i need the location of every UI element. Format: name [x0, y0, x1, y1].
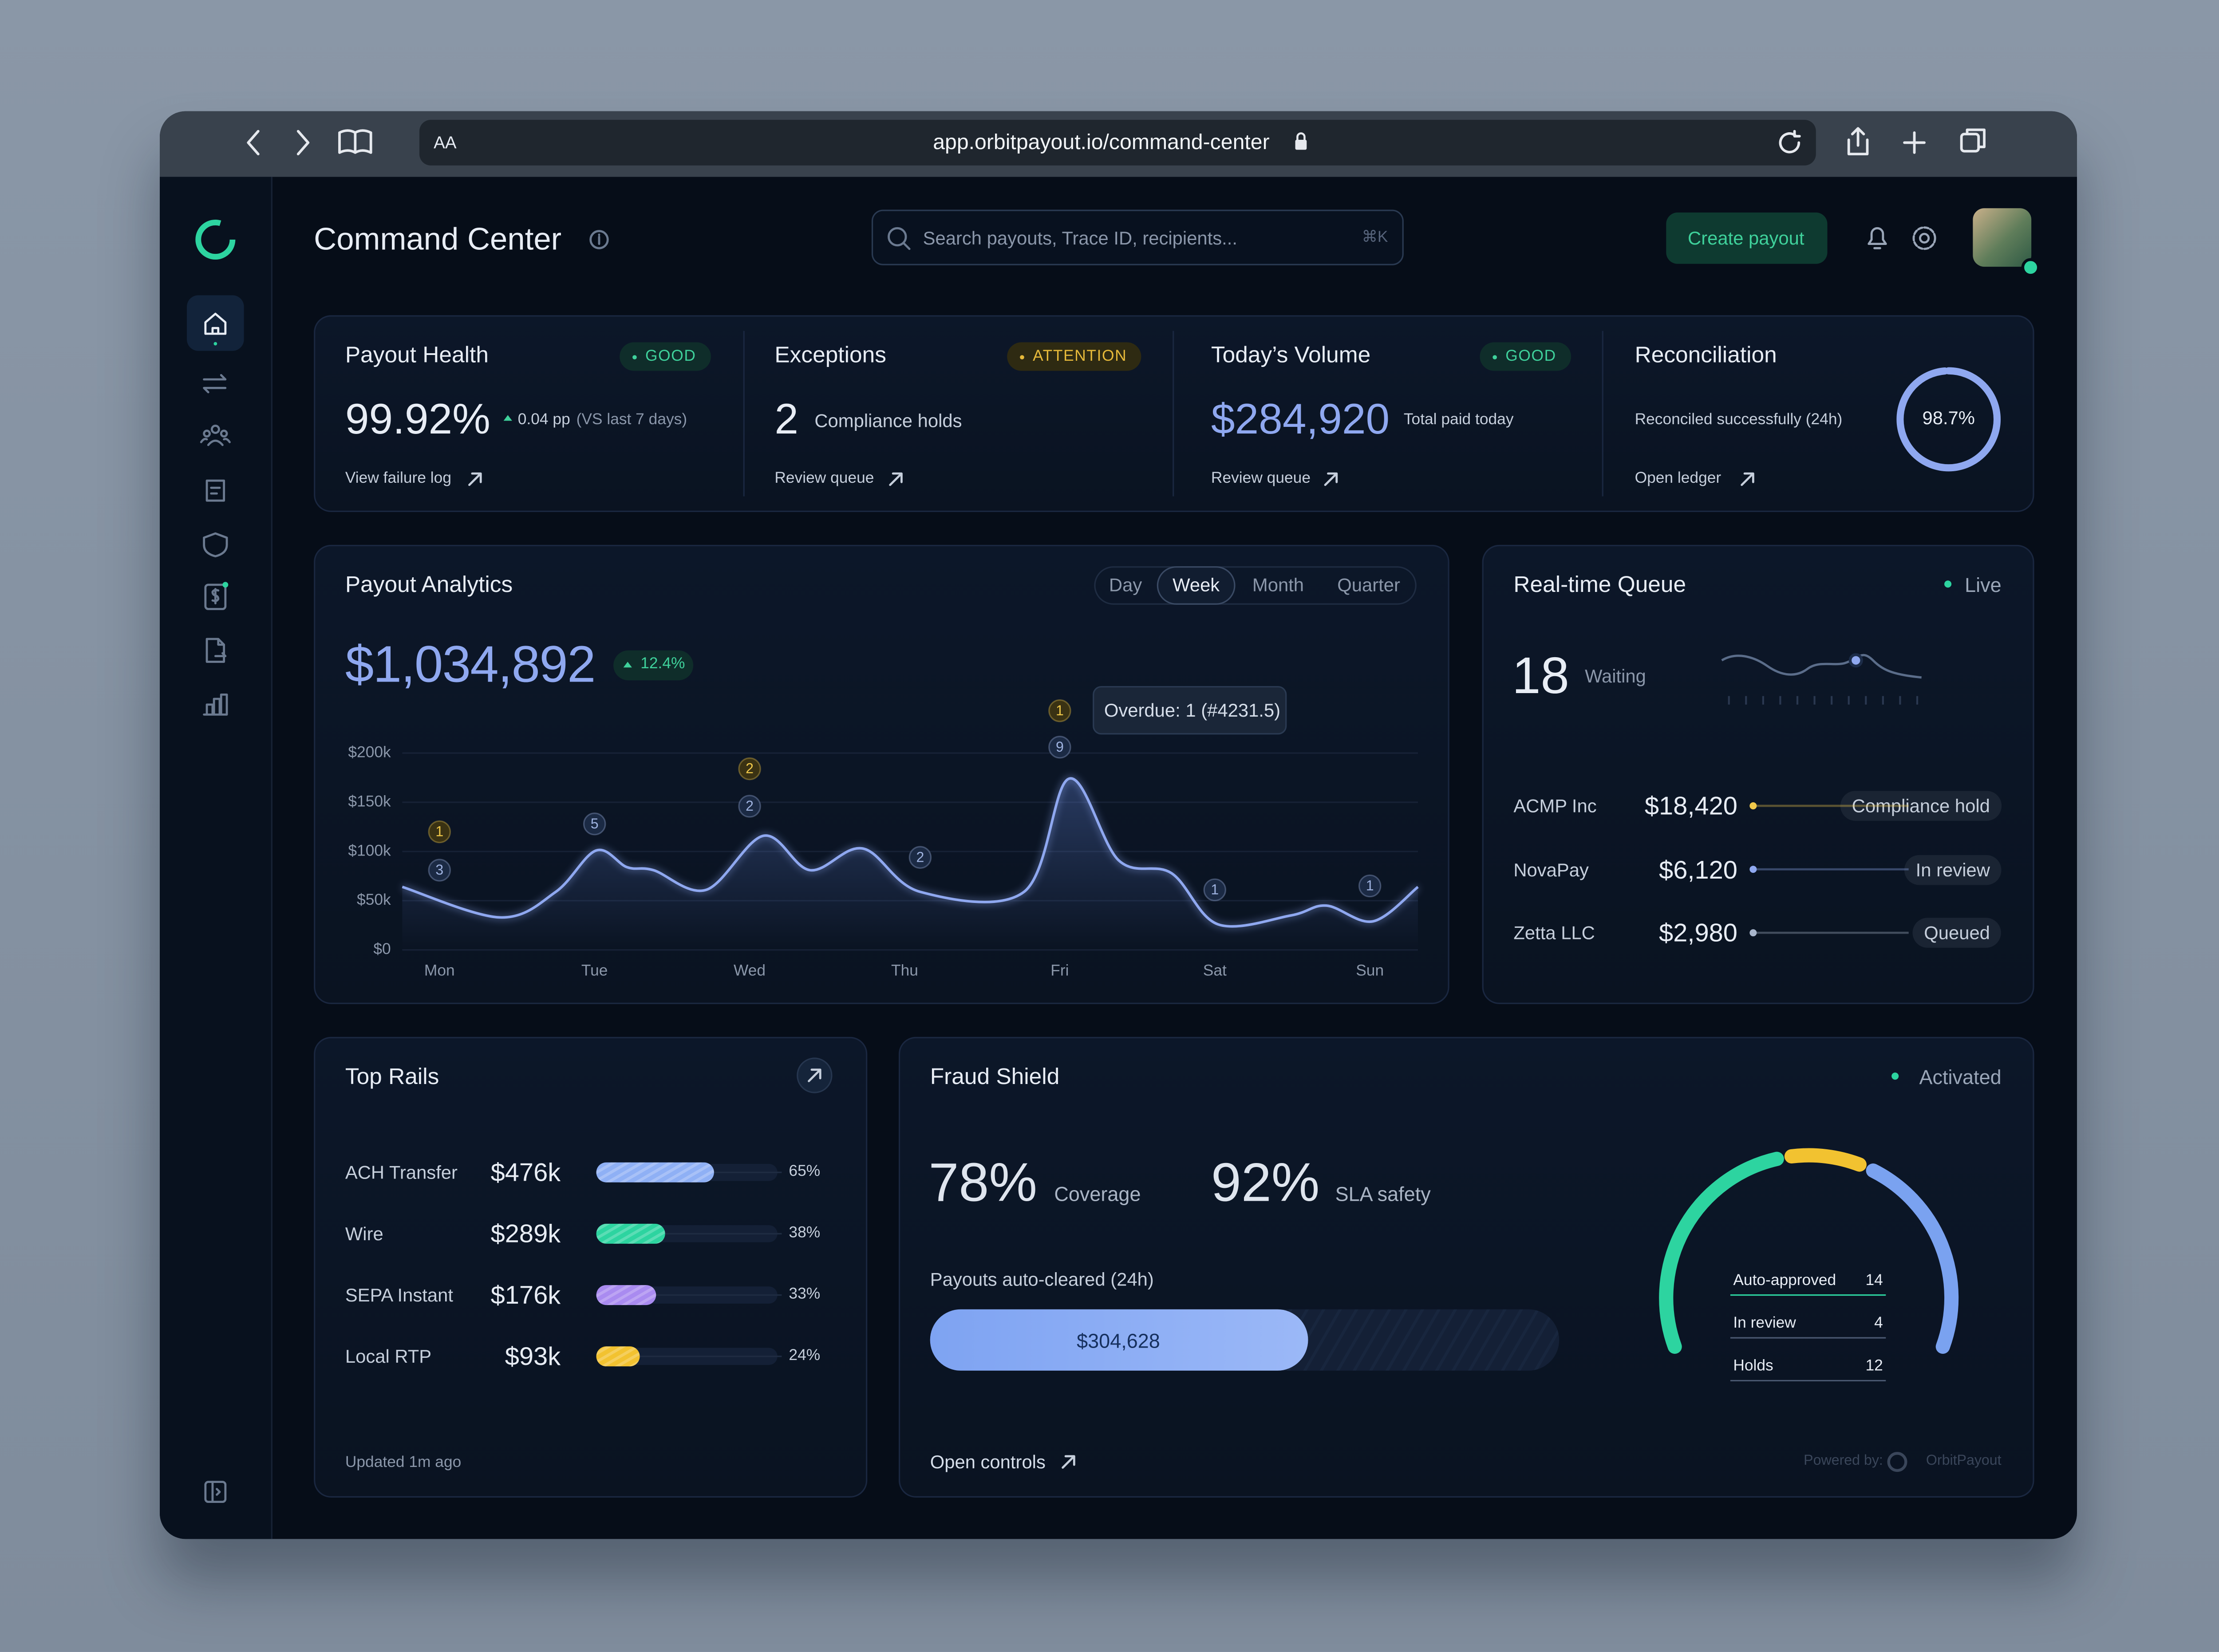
fraud-panel: [898, 1037, 2034, 1498]
kpi-note: Reconciled successfully (24h): [1635, 411, 1843, 429]
kpi-value: 2: [774, 396, 798, 444]
brand: OrbitPayout: [1926, 1453, 2002, 1469]
status-badge: GOOD: [1480, 342, 1571, 371]
kpi-value: $284,920: [1211, 396, 1390, 444]
rail-share: 38%: [789, 1224, 821, 1242]
panel-title: Fraud Shield: [930, 1065, 1060, 1090]
queue-name: NovaPay: [1513, 858, 1589, 880]
rail-name: Wire: [345, 1223, 383, 1245]
address-bar[interactable]: [419, 120, 1816, 166]
kpi-title: Payout Health: [345, 343, 489, 368]
queue-status[interactable]: Queued: [1912, 918, 2002, 948]
live-status: Live: [1965, 573, 2002, 596]
open-controls-link[interactable]: Open controls: [930, 1451, 1046, 1473]
kpi-link[interactable]: Open ledger: [1635, 470, 1722, 487]
search-placeholder: Search payouts, Trace ID, recipients...: [923, 227, 1238, 249]
live-dot: [1944, 580, 1952, 588]
period-toggle: [1094, 566, 1417, 605]
rail-amount: $289k: [490, 1219, 561, 1248]
period-option[interactable]: Week: [1173, 574, 1220, 595]
divider: [743, 331, 745, 497]
rails-panel: [314, 1037, 868, 1498]
queue-amount: $2,980: [1659, 919, 1737, 947]
search-shortcut: ⌘K: [1362, 229, 1388, 246]
avatar[interactable]: [1973, 208, 2032, 267]
status-badge: GOOD: [620, 342, 711, 371]
queue-count: 18: [1512, 646, 1569, 705]
queue-name: Zetta LLC: [1513, 922, 1595, 944]
panel-title: Real-time Queue: [1513, 573, 1686, 598]
queue-status[interactable]: Compliance hold: [1840, 791, 2002, 821]
kpi-note: Total paid today: [1403, 411, 1514, 429]
tooltip: [1093, 686, 1287, 735]
rail-share: 24%: [789, 1347, 821, 1364]
url[interactable]: app.orbitpayout.io/command-center: [933, 130, 1270, 155]
rail-name: ACH Transfer: [345, 1162, 458, 1183]
text-size-button[interactable]: AA: [434, 132, 457, 153]
page-title: Command Center: [314, 221, 562, 257]
kpi-note: Compliance holds: [814, 410, 962, 432]
kpi-link[interactable]: Review queue: [774, 470, 874, 487]
rail-amount: $176k: [490, 1281, 561, 1309]
updated-note: Updated 1m ago: [345, 1454, 462, 1471]
kpi-value: 99.92%: [345, 396, 490, 444]
divider: [1173, 331, 1174, 497]
queue-count-label: Waiting: [1585, 665, 1646, 687]
kpi-title: Exceptions: [774, 343, 886, 368]
create-payout-button[interactable]: [1666, 212, 1828, 264]
status-dot: [1891, 1072, 1899, 1080]
tooltip-text: Overdue: 1 (#4231.5): [1104, 699, 1281, 721]
kpi-link[interactable]: Review queue: [1211, 470, 1311, 487]
search-box[interactable]: [871, 209, 1404, 265]
kpi-title: Reconciliation: [1635, 343, 1777, 368]
fraud-status: Activated: [1919, 1065, 2002, 1088]
period-selected[interactable]: [1157, 566, 1236, 605]
panel-title: Payout Analytics: [345, 573, 513, 598]
sla-value: 92%: [1211, 1154, 1320, 1214]
analytics-panel: [314, 544, 1449, 1004]
rail-amount: $476k: [490, 1158, 561, 1187]
period-option[interactable]: Quarter: [1337, 574, 1400, 595]
kpi-title: Today’s Volume: [1211, 343, 1371, 368]
status-badge: ATTENTION: [1007, 342, 1141, 371]
coverage-label: Coverage: [1054, 1182, 1141, 1206]
divider: [1602, 331, 1603, 497]
queue-status[interactable]: In review: [1904, 854, 2002, 884]
panel-title: Top Rails: [345, 1065, 439, 1090]
period-option[interactable]: Month: [1252, 574, 1304, 595]
kpi-link[interactable]: View failure log: [345, 470, 452, 487]
coverage-value: 78%: [928, 1154, 1037, 1214]
kpi-delta: 0.04 pp: [517, 411, 570, 429]
create-payout-label: Create payout: [1688, 227, 1804, 249]
analytics-total: $1,034,892: [345, 635, 596, 694]
autocleared-fill: [930, 1309, 1308, 1371]
rail-share: 33%: [789, 1285, 821, 1303]
sla-label: SLA safety: [1335, 1182, 1431, 1206]
kpi-delta-note: (VS last 7 days): [576, 411, 687, 429]
queue-name: ACMP Inc: [1513, 795, 1597, 817]
change-value: 12.4%: [640, 655, 685, 673]
online-dot: [2021, 258, 2040, 277]
powered-by: Powered by:: [1804, 1453, 1883, 1469]
rail-name: SEPA Instant: [345, 1284, 453, 1306]
queue-amount: $18,420: [1644, 791, 1737, 820]
period-option[interactable]: Day: [1109, 574, 1142, 595]
rail-name: Local RTP: [345, 1345, 432, 1367]
rail-share: 65%: [789, 1163, 821, 1180]
autocleared-label: Payouts auto-cleared (24h): [930, 1269, 1154, 1290]
autocleared-amount: $304,628: [1077, 1329, 1160, 1352]
sidebar: [160, 177, 272, 1539]
rail-amount: $93k: [505, 1342, 561, 1371]
queue-amount: $6,120: [1659, 855, 1737, 884]
